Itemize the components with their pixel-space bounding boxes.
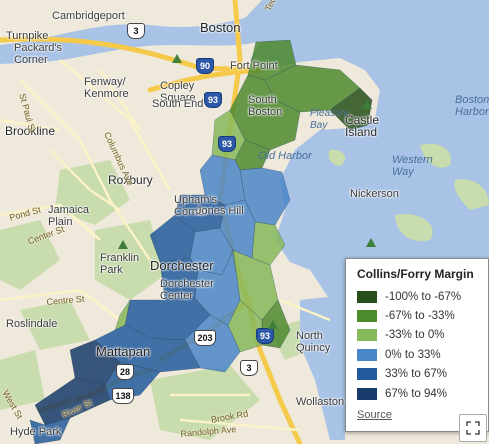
label-castle-island: Castle Island [345,113,380,139]
label-turnpike: Turnpike [6,30,49,42]
precinct-region [29,417,71,444]
charles-river [0,0,300,64]
label-south-end: South End [152,98,204,110]
label-boston: Boston [200,20,241,35]
legend-item-label: -100% to -67% [385,290,462,303]
interstate-93-shield: 93 [218,136,236,152]
label-boston-harbor: Boston Harbor [455,94,489,118]
legend-swatch [357,387,377,400]
legend-item: 67% to 94% [357,384,488,403]
legend-swatch [357,290,377,303]
label-roxbury: Roxbury [108,173,153,187]
label-south-boston: South Boston [248,94,283,118]
park-marker-icon [362,100,372,109]
legend-item-label: 33% to 67% [385,368,448,381]
label-nickerson: Nickerson [350,188,399,200]
label-dorchester: Dorchester [150,258,214,273]
source-link[interactable]: Source [357,409,392,422]
legend-item: 0% to 33% [357,345,488,364]
label-hyde-park: Hyde Park [10,426,62,438]
fullscreen-icon [466,421,480,435]
park-marker-icon [118,240,128,249]
legend-swatch [357,348,377,361]
legend-title: Collins/Forry Margin [357,267,474,281]
label-copley-square: Copley Square [160,80,196,104]
legend-item: -33% to 0% [357,326,488,345]
precinct-region [329,87,373,131]
route-3-shield: 3 [127,23,145,39]
harbor-water [250,0,489,330]
park-marker-icon [268,320,278,329]
legend-item-label: -33% to 0% [385,329,445,342]
legend-item-label: 67% to 94% [385,387,448,400]
map-legend: Collins/Forry Margin -100% to -67% -67% … [345,258,489,432]
label-wollaston: Wollaston [296,396,345,408]
interstate-93-shield: 93 [204,92,222,108]
legend-item-label: -67% to -33% [385,310,455,323]
label-jones-hill: Jones Hill [196,205,244,217]
interstate-93-shield: 93 [256,328,274,344]
label-pleasure-bay: Pleasure Bay [310,108,350,131]
precinct-region [114,299,131,331]
park-marker-icon [366,238,376,247]
route-203-shield: 203 [194,330,216,346]
label-roslindale: Roslindale [6,318,58,330]
legend-swatch [357,368,377,381]
fullscreen-button[interactable] [459,414,487,442]
label-western-way: Western Way [392,154,433,178]
interstate-90-shield: 90 [196,58,214,74]
label-old-harbor: Old Harbor [258,150,312,162]
legend-swatch [357,329,377,342]
legend-item: -67% to -33% [357,306,488,325]
label-fort-point: Fort Point [230,60,278,72]
route-28-shield: 28 [116,364,134,380]
label-cambridgeport: Cambridgeport [52,10,125,22]
label-dorchester-center: Dorchester Center [160,278,214,302]
park-marker-icon [172,54,182,63]
label-franklin-park: Franklin Park [100,252,140,276]
precinct-regions [29,39,373,444]
legend-swatch [357,310,377,323]
route-3-shield: 3 [240,360,258,376]
legend-item: -100% to -67% [357,287,488,306]
roads [0,59,331,444]
legend-item-label: 0% to 33% [385,348,441,361]
label-mattapan: Mattapan [96,344,151,359]
label-packards-corner: Packard's Corner [14,42,62,66]
label-north-quincy: North Quincy [296,330,331,354]
route-138-shield: 138 [112,388,134,404]
label-uphams-corner: Upham's Corner [174,194,218,218]
label-brookline: Brookline [5,124,56,138]
label-fenway-kenmore: Fenway/ Kenmore [84,76,129,100]
label-jamaica-plain: Jamaica Plain [48,204,89,228]
legend-item: 33% to 67% [357,365,488,384]
